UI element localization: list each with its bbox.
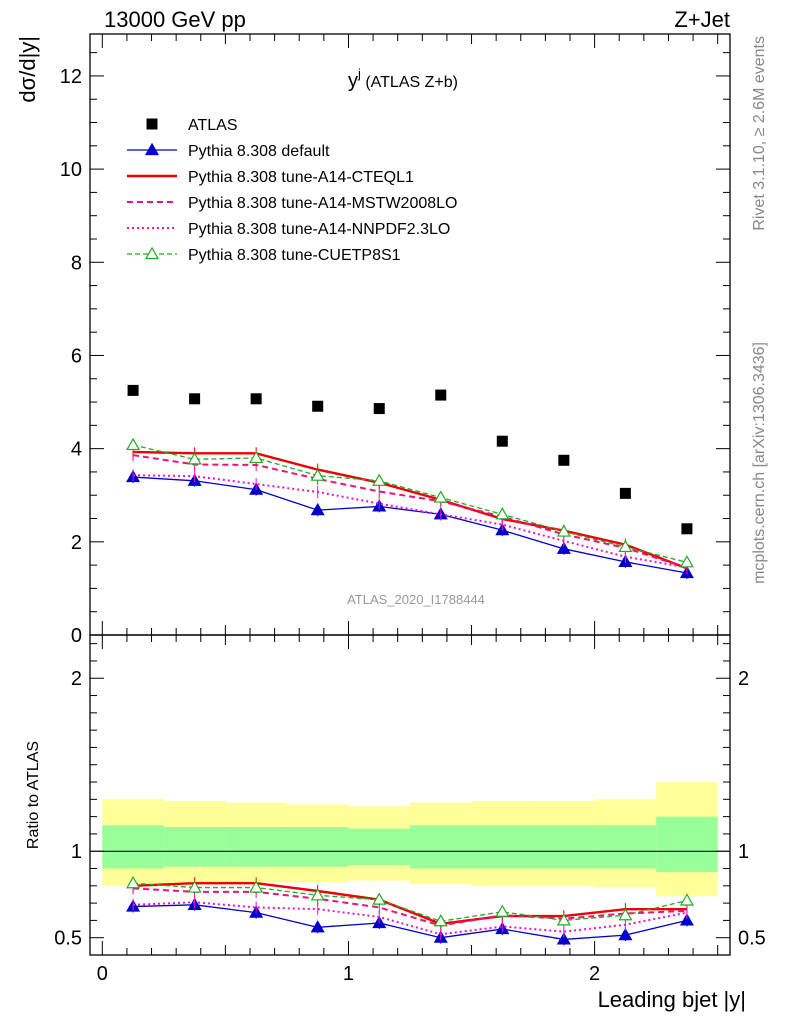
legend-label-cteql1: Pythia 8.308 tune-A14-CTEQL1 [188, 169, 414, 186]
main-ytick-label: 6 [71, 345, 82, 367]
ratio-band-inner [348, 828, 410, 866]
ratio-marker-cuetp8s1 [187, 880, 202, 893]
ratio-band-inner [225, 827, 287, 867]
ratio-marker-cuetp8s1 [310, 888, 325, 901]
legend: ATLAS Pythia 8.308 default Pythia 8.308 tu… [127, 117, 457, 264]
main-marker-cuetp8s1 [556, 524, 571, 537]
ratio-marker-default [679, 913, 694, 926]
main-marker-cuetp8s1 [187, 452, 202, 465]
ratio-ytick-label-right: 0.5 [738, 928, 766, 950]
main-marker-cuetp8s1 [310, 468, 325, 481]
ratio-marker-default [310, 920, 325, 933]
main-atlas-point [558, 454, 570, 466]
ratio-ytick-label: 1 [71, 841, 82, 863]
legend-marker-atlas [146, 118, 158, 130]
ratio-series-default [133, 904, 688, 941]
legend-label-mstw: Pythia 8.308 tune-A14-MSTW2008LO [188, 195, 457, 212]
main-marker-cuetp8s1 [372, 473, 387, 486]
ratio-xlabel: Leading bjet |y| [598, 987, 746, 1012]
main-atlas-point [250, 393, 262, 405]
main-marker-cuetp8s1 [495, 507, 510, 520]
ratio-band-inner [410, 825, 472, 869]
main-atlas-point [619, 487, 631, 499]
header-left: 13000 GeV pp [104, 7, 246, 32]
ratio-xtick-label: 1 [343, 963, 354, 985]
main-ytick-label: 0 [71, 625, 82, 647]
legend-label-atlas: ATLAS [188, 117, 238, 134]
legend-label-default: Pythia 8.308 default [188, 143, 330, 160]
ratio-marker-cuetp8s1 [495, 904, 510, 917]
ratio-marker-cuetp8s1 [679, 893, 694, 906]
main-ylabel: dσ/d|y| [15, 36, 40, 103]
legend-label-cuetp8s1: Pythia 8.308 tune-CUETP8S1 [188, 247, 401, 264]
ratio-ytick-label-right: 2 [738, 668, 749, 690]
main-marker-cuetp8s1 [249, 450, 264, 464]
main-marker-default [310, 502, 325, 516]
ratio-series-mstw [133, 887, 687, 927]
ratio-xtick-label: 0 [97, 963, 108, 985]
main-frame [89, 33, 731, 636]
header-right: Z+Jet [674, 7, 730, 32]
main-marker-default [556, 541, 571, 554]
ratio-xtick-label: 2 [589, 963, 600, 985]
ratio-marker-cuetp8s1 [249, 880, 264, 893]
ratio-marker-cuetp8s1 [618, 908, 633, 921]
ratio-ytick-label-right: 1 [738, 841, 749, 863]
ratio-band-inner [656, 816, 718, 872]
main-ytick-label: 4 [71, 439, 82, 461]
main-atlas-point [189, 393, 201, 405]
main-atlas-point [496, 435, 508, 447]
main-atlas-point [127, 384, 139, 396]
legend-label-nnpdf: Pythia 8.308 tune-A14-NNPDF2.3LO [188, 221, 450, 238]
main-atlas-point [435, 389, 447, 401]
ratio-band-inner [594, 825, 657, 869]
main-marker-cuetp8s1 [433, 490, 448, 503]
main-atlas-point [681, 523, 693, 535]
main-marker-cuetp8s1 [618, 539, 633, 553]
main-ytick-label: 2 [71, 532, 82, 554]
ratio-series-cuetp8s1 [133, 882, 688, 922]
legend-marker-default [144, 142, 160, 156]
main-ytick-label: 10 [60, 159, 82, 181]
main-ytick-label: 12 [60, 66, 82, 88]
ratio-marker-cuetp8s1 [372, 892, 387, 905]
main-atlas-point [312, 400, 324, 412]
ratio-frame [89, 634, 731, 956]
ratio-marker-default [618, 927, 633, 941]
ratio-ytick-label: 2 [71, 668, 82, 690]
plot-title: yj (ATLAS Z+b) [348, 66, 458, 92]
ratio-band-inner [533, 825, 595, 869]
main-atlas-point [373, 403, 385, 415]
ratio-ylabel: Ratio to ATLAS [25, 741, 42, 849]
main-marker-cuetp8s1 [126, 437, 141, 451]
ratio-panel: 0.5 0.5 1 1 2 2 0 1 2 Ratio to ATLAS Leading bje… [25, 634, 766, 1012]
ratio-series-nnpdf [133, 901, 688, 936]
main-series-cteql1 [133, 450, 688, 570]
main-series-cuetp8s1 [132, 444, 688, 563]
ratio-marker-cuetp8s1 [433, 914, 448, 927]
ratio-marker-default [556, 932, 571, 945]
watermark: ATLAS_2020_I1788444 [347, 592, 485, 607]
ratio-band-inner [102, 825, 164, 869]
ratio-marker-cuetp8s1 [556, 913, 571, 926]
ratio-ytick-label: 0.5 [54, 928, 82, 950]
ratio-marker-cuetp8s1 [126, 876, 141, 889]
main-marker-cuetp8s1 [679, 555, 694, 568]
legend-marker-cuetp8s1 [144, 246, 160, 260]
side-text-rivet: Rivet 3.1.10, ≥ 2.6M events [751, 36, 768, 231]
main-series-mstw [132, 454, 688, 569]
ratio-band-inner [471, 825, 534, 869]
ratio-series-cteql1 [133, 882, 687, 926]
ratio-band-inner [286, 827, 349, 867]
main-panel: 0 2 4 6 8 10 12 yj (ATLAS Z+b) dσ/d|y| ATLAS_2… [15, 33, 731, 647]
main-series-default [133, 476, 688, 574]
ratio-band-inner [163, 827, 226, 867]
side-text-mcplots: mcplots.cern.ch [arXiv:1306.3436] [751, 342, 768, 584]
main-ytick-label: 8 [71, 252, 82, 274]
